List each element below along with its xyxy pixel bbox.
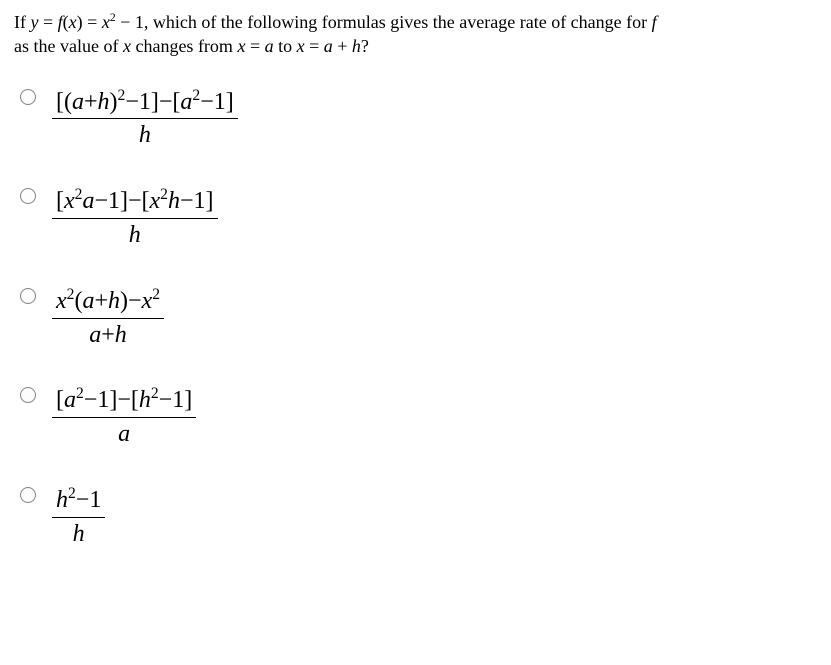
question-line2: as the value of x changes from x = a to … [14, 36, 369, 56]
option-4[interactable]: [a2−1]−[h2−1] a [20, 385, 817, 449]
radio-icon[interactable] [20, 288, 36, 304]
option-3[interactable]: x2(a+h)−x2 a+h [20, 286, 817, 350]
option-5-numerator: h2−1 [52, 485, 105, 517]
option-4-formula: [a2−1]−[h2−1] a [52, 385, 196, 449]
option-5-denominator: h [52, 517, 105, 549]
option-1-formula: [(a+h)2−1]−[a2−1] h [52, 87, 238, 151]
option-3-numerator: x2(a+h)−x2 [52, 286, 164, 318]
option-2-formula: [x2a−1]−[x2h−1] h [52, 186, 218, 250]
option-2-denominator: h [52, 218, 218, 250]
option-4-denominator: a [52, 417, 196, 449]
option-2-numerator: [x2a−1]−[x2h−1] [52, 186, 218, 218]
option-2[interactable]: [x2a−1]−[x2h−1] h [20, 186, 817, 250]
options-list: [(a+h)2−1]−[a2−1] h [x2a−1]−[x2h−1] h x2… [14, 87, 817, 549]
radio-icon[interactable] [20, 89, 36, 105]
question-line1: If y = f(x) = x2 − 1, which of the follo… [14, 12, 657, 32]
radio-icon[interactable] [20, 387, 36, 403]
option-1-denominator: h [52, 118, 238, 150]
option-3-formula: x2(a+h)−x2 a+h [52, 286, 164, 350]
option-5-formula: h2−1 h [52, 485, 105, 549]
option-5[interactable]: h2−1 h [20, 485, 817, 549]
option-3-denominator: a+h [52, 318, 164, 350]
question-text: If y = f(x) = x2 − 1, which of the follo… [14, 10, 817, 59]
radio-icon[interactable] [20, 487, 36, 503]
option-1-numerator: [(a+h)2−1]−[a2−1] [52, 87, 238, 119]
option-1[interactable]: [(a+h)2−1]−[a2−1] h [20, 87, 817, 151]
option-4-numerator: [a2−1]−[h2−1] [52, 385, 196, 417]
radio-icon[interactable] [20, 188, 36, 204]
